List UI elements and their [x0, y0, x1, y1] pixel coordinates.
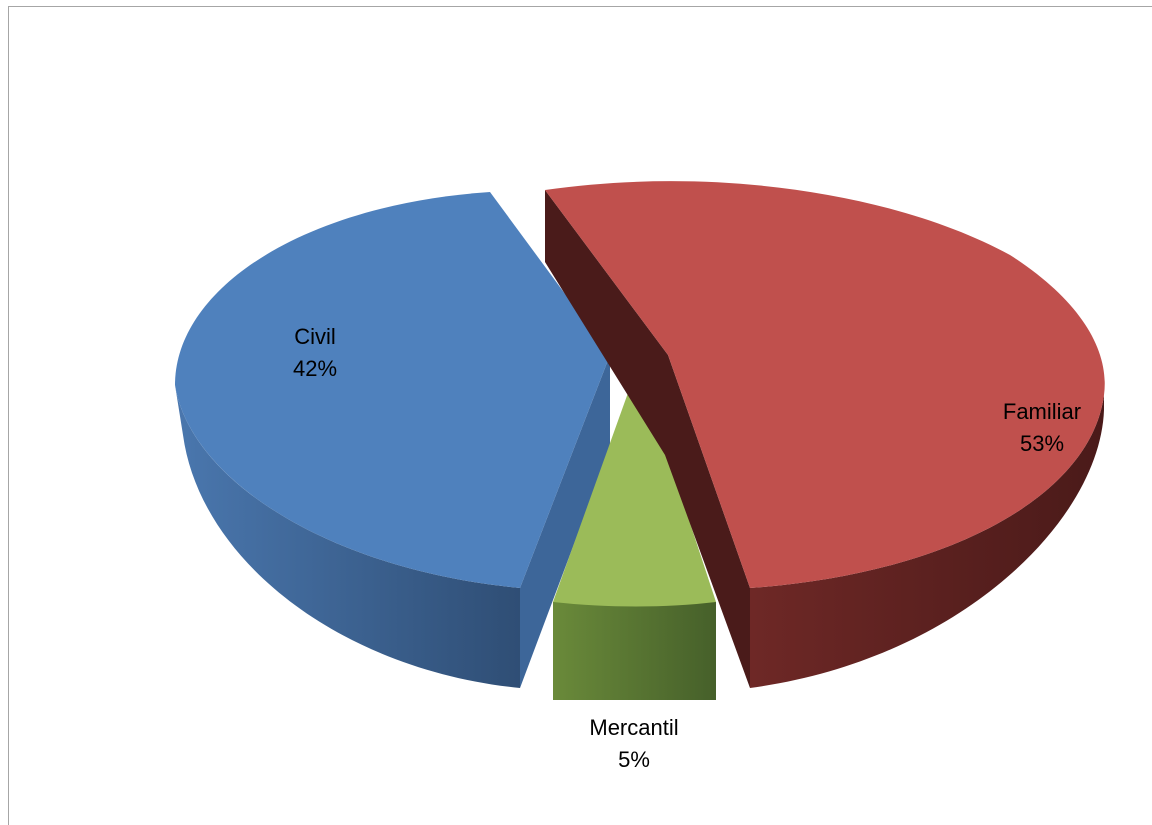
chart-border: [8, 6, 1152, 825]
data-label-civil-value: 42%: [293, 356, 337, 381]
slice-civil: [175, 192, 610, 588]
data-label-mercantil-value: 5%: [618, 747, 650, 772]
slice-familiar: [545, 181, 1105, 588]
slice-familiar-side-outer: [750, 395, 1104, 688]
slice-civil-side-outer: [175, 385, 520, 688]
data-label-mercantil-name: Mercantil: [589, 715, 678, 740]
data-label-familiar-value: 53%: [1020, 431, 1064, 456]
slice-mercantil-side: [553, 602, 716, 700]
data-label-familiar-name: Familiar: [1003, 399, 1081, 424]
slice-civil-side-cut: [520, 355, 610, 688]
slice-familiar-side-cut: [545, 190, 750, 688]
slice-mercantil: [553, 365, 716, 607]
data-label-civil-name: Civil: [294, 324, 336, 349]
